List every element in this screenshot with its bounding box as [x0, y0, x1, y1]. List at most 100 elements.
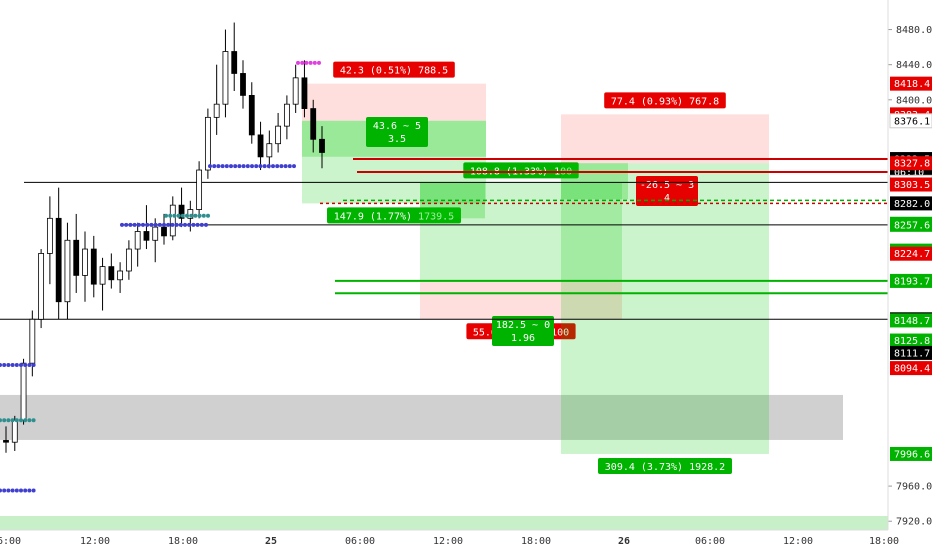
- signal-dot: [23, 418, 28, 423]
- price-tag-bg: [889, 113, 932, 129]
- price-tag-label: 8376.1: [894, 116, 930, 127]
- target-label-bg-3: [598, 457, 732, 474]
- signal-dot: [153, 222, 158, 227]
- signal-dot: [145, 222, 150, 227]
- stop-zone-2: [420, 280, 622, 320]
- signal-dot: [19, 418, 23, 423]
- price-tag-label: 8327.8: [894, 159, 930, 170]
- target-label-1: 147.9 (1.77%) 1739.5: [334, 211, 454, 222]
- stop-zone-1: [302, 83, 486, 121]
- candle-body: [38, 253, 45, 320]
- green-strip: [0, 516, 888, 530]
- signal-dot: [300, 60, 305, 65]
- candle-body: [310, 108, 317, 140]
- candle-body: [99, 266, 106, 285]
- candle-body: [11, 419, 18, 443]
- price-tag-label: 8193.7: [894, 276, 930, 287]
- signal-dot: [220, 164, 225, 169]
- target-label-3: 309.4 (3.73%) 1928.2: [605, 462, 725, 473]
- candle-body: [64, 239, 71, 303]
- signal-dot: [292, 164, 296, 169]
- signal-dot: [10, 488, 15, 493]
- candle-body: [73, 239, 80, 276]
- signal-dot: [287, 164, 292, 169]
- price-tag-label: 8257.6: [894, 220, 930, 231]
- signal-dot: [14, 488, 19, 493]
- x-tick-label: 12:00: [80, 536, 110, 547]
- candle-body: [178, 204, 185, 219]
- signal-dot: [14, 418, 19, 423]
- rr-badge-label-2: 182.5 ~ 0: [496, 320, 550, 331]
- entry-highlight-3: [561, 163, 628, 200]
- signal-dot: [224, 164, 229, 169]
- signal-dot: [199, 222, 204, 227]
- signal-dot: [250, 164, 254, 169]
- signal-dot: [229, 164, 233, 169]
- candle-body: [169, 204, 176, 237]
- candle-body: [55, 217, 62, 303]
- price-tag-bg: [890, 217, 932, 232]
- x-tick-label: 12:00: [433, 536, 463, 547]
- x-tick-label: 06:00: [0, 536, 21, 547]
- candle-body: [204, 116, 211, 171]
- signal-dot: [262, 164, 267, 169]
- signal-dot: [193, 213, 198, 218]
- signal-dot: [2, 418, 7, 423]
- signal-dot: [27, 362, 32, 367]
- price-tag-bg: [890, 177, 932, 192]
- signal-dot: [6, 488, 11, 493]
- price-tag-label: 8125.8: [894, 336, 930, 347]
- signal-dot: [124, 222, 129, 227]
- signal-dot: [254, 164, 259, 169]
- price-tag-bg: [890, 361, 932, 376]
- rr-badge-label-3: -26.5 ~ 3: [640, 180, 694, 191]
- signal-dot: [14, 362, 19, 367]
- target-zone-3: [561, 163, 769, 454]
- y-tick-label: 8400.0: [896, 95, 932, 106]
- candle-body: [222, 51, 229, 105]
- signal-dot: [141, 222, 145, 227]
- signal-dot: [19, 362, 23, 367]
- candle-body: [248, 95, 255, 136]
- rr-badge-bg-1: [366, 117, 428, 147]
- y-tick-label: 7960.0: [896, 482, 932, 493]
- stop-zone-3: [561, 114, 769, 164]
- x-tick-label: 12:00: [783, 536, 813, 547]
- signal-dot: [31, 418, 36, 423]
- rr-badge-label-1: 43.6 ~ 5: [373, 121, 421, 132]
- signal-dot: [233, 164, 238, 169]
- signal-dot: [23, 488, 28, 493]
- signal-dot: [6, 418, 11, 423]
- x-tick-label: 26: [618, 536, 630, 547]
- signal-dot: [312, 60, 317, 65]
- signal-dot: [31, 488, 36, 493]
- price-tag-bg: [890, 76, 932, 91]
- signal-dot: [183, 222, 187, 227]
- target-label-bg-1: [327, 207, 461, 224]
- candle-body: [240, 73, 246, 96]
- price-tag-label: 8148.7: [894, 316, 930, 327]
- candle-body: [152, 226, 159, 241]
- signal-dot: [168, 213, 173, 218]
- price-tag-label: 8282.0: [894, 199, 930, 210]
- signal-dot: [132, 222, 137, 227]
- y-tick-label: 8440.0: [896, 60, 932, 71]
- signal-dot: [178, 222, 183, 227]
- signal-dot: [10, 418, 15, 423]
- candle-body: [108, 266, 115, 281]
- price-tag-label: 06:10: [894, 167, 924, 178]
- price-tag-bg: [890, 273, 932, 288]
- price-tag-bg: [890, 196, 932, 211]
- signal-dot: [185, 213, 189, 218]
- signal-dot: [271, 164, 275, 169]
- x-tick-label: 18:00: [869, 536, 899, 547]
- candle-body: [134, 231, 141, 250]
- price-tag-bg: [890, 345, 932, 360]
- rr-badge-sub-3: 4: [664, 193, 670, 204]
- price-tag-label: 8094.4: [894, 364, 930, 375]
- signal-dot: [157, 222, 162, 227]
- signal-dot: [128, 222, 133, 227]
- signal-dot: [174, 222, 179, 227]
